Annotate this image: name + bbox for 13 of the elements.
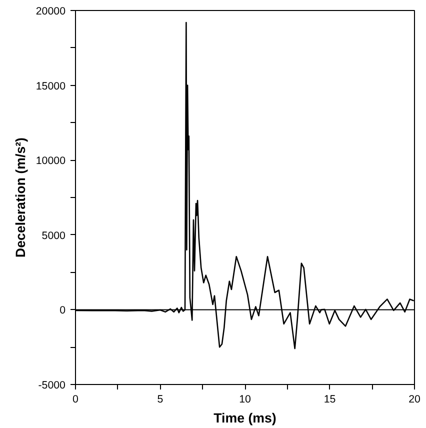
y-tick-label: 15000: [36, 80, 66, 92]
y-tick-label: 20000: [36, 6, 66, 18]
y-tick-label: 0: [60, 304, 66, 317]
x-tick-label: 10: [239, 394, 251, 406]
x-tick-label: 20: [408, 394, 420, 406]
y-tick-label: 5000: [42, 230, 66, 242]
y-axis-title: Deceleration (m/s²): [12, 137, 28, 258]
x-axis-title: Time (ms): [214, 410, 276, 426]
y-tick-label: 10000: [36, 155, 66, 168]
x-tick-label: 15: [324, 394, 336, 406]
x-tick-label: 0: [72, 394, 79, 406]
y-tick-label: -5000: [38, 380, 66, 392]
x-tick-label: 5: [157, 394, 164, 406]
